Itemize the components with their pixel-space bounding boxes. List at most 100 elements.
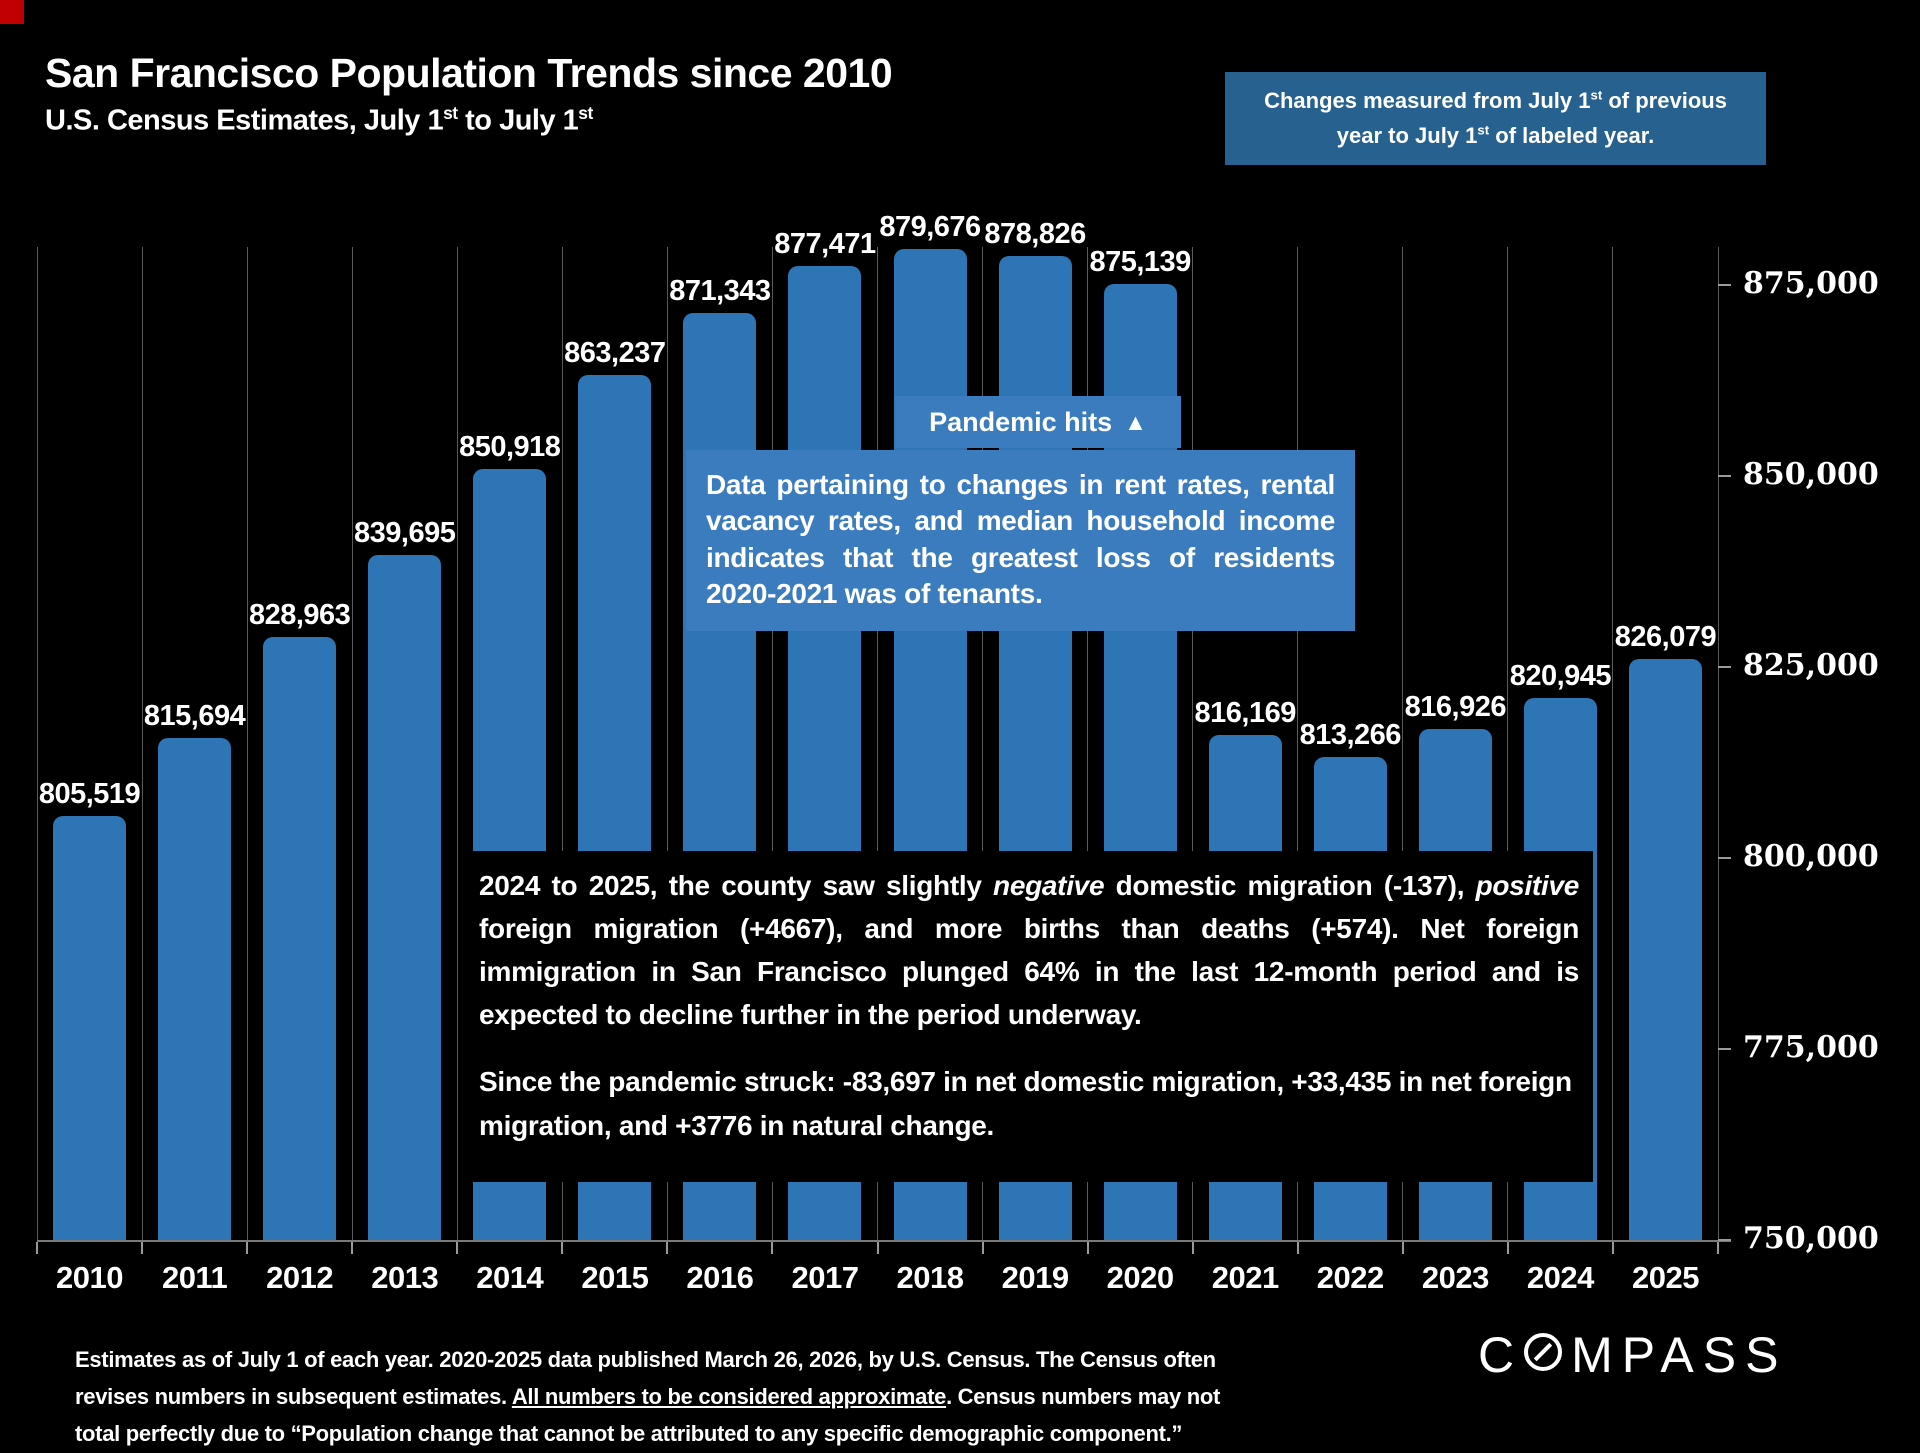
x-axis-label-2018: 2018 [896,1260,964,1295]
migration-info-box: 2024 to 2025, the county saw slightly ne… [471,851,1593,1182]
bar-value-label-2023: 816,926 [1404,691,1507,723]
bar-value-label-2013: 839,695 [354,517,456,549]
gridline [877,247,878,1240]
bar-2012 [263,637,337,1240]
y-axis-tick [1718,1048,1731,1051]
x-axis-tick [141,1242,144,1254]
x-axis-tick [1401,1242,1404,1254]
x-axis-tick [1191,1242,1194,1254]
x-axis-tick [1506,1242,1509,1254]
gridline [1297,247,1299,1240]
x-axis-label-2013: 2013 [371,1260,439,1295]
y-axis-tick [1718,666,1731,669]
y-axis-tick-label: 800,000 [1743,839,1879,875]
x-axis-tick [1296,1242,1299,1254]
pandemic-annotation-label: Pandemic hits [929,406,1113,437]
x-axis-tick [666,1242,669,1254]
y-axis-tick [1718,284,1731,287]
x-axis-line [37,1240,1731,1242]
y-axis-tick [1718,857,1731,860]
bar-value-label-2015: 863,237 [564,337,666,369]
x-axis-tick [456,1242,459,1254]
x-axis-tick [351,1242,354,1254]
bar-value-label-2021: 816,169 [1194,697,1297,729]
y-axis-tick-label: 850,000 [1743,457,1879,493]
x-axis-label-2019: 2019 [1001,1260,1069,1295]
x-axis-label-2021: 2021 [1211,1260,1279,1295]
gridline [666,247,668,1240]
bar-2010 [53,816,127,1240]
bar-value-label-2022: 813,266 [1299,719,1402,751]
gridline [1507,247,1509,1240]
gridline [561,247,563,1240]
gridline [141,247,143,1240]
bar-value-label-2025: 826,079 [1614,621,1717,653]
gridline [1087,247,1089,1240]
x-axis-tick [561,1242,564,1254]
x-axis-label-2015: 2015 [581,1260,649,1295]
bar-value-label-2016: 871,343 [669,275,771,307]
x-axis-label-2016: 2016 [686,1260,754,1295]
gridline [36,247,38,1240]
bar-2011 [158,738,232,1240]
gridline [246,247,248,1240]
footer-underlined-text: All numbers to be considered approximate [511,1383,947,1409]
y-axis-tick-label: 875,000 [1743,266,1879,302]
bar-2025 [1628,659,1702,1240]
page-title: San Francisco Population Trends since 20… [45,50,893,96]
x-axis-tick [876,1242,879,1254]
x-axis-label-2017: 2017 [791,1260,859,1295]
x-axis-tick [36,1242,38,1254]
measurement-note-box: Changes measured from July 1st of previo… [1225,72,1766,165]
gridline [1402,247,1404,1240]
tenant-callout-box: Data pertaining to changes in rent rates… [686,450,1355,631]
record-indicator [0,0,24,24]
footer-note: Estimates as of July 1 of each year. 202… [75,1347,1221,1446]
measurement-note-text: Changes measured from July 1st of previo… [1264,88,1727,148]
gridline [771,247,773,1240]
x-axis-tick [1086,1242,1089,1254]
y-axis-tick-label: 775,000 [1743,1030,1879,1066]
gridline [982,247,984,1240]
x-axis-label-2023: 2023 [1421,1260,1489,1295]
bar-value-label-2024: 820,945 [1509,660,1612,692]
gridline [1612,247,1614,1240]
x-axis-tick [1611,1242,1614,1254]
gridline [456,247,458,1240]
bar-value-label-2017: 877,471 [774,228,876,260]
page-subtitle: U.S. Census Estimates, July 1st to July … [45,103,593,137]
y-axis-tick-label: 750,000 [1743,1221,1879,1256]
bar-value-label-2012: 828,963 [248,599,351,631]
bar-value-label-2010: 805,519 [38,778,141,810]
x-axis-tick [771,1242,774,1254]
gridline [351,247,353,1240]
migration-paragraph-1: 2024 to 2025, the county saw slightly ne… [479,870,1579,1031]
bar-value-label-2011: 815,694 [143,700,246,732]
bar-value-label-2019: 878,826 [984,218,1086,250]
x-axis-label-2010: 2010 [56,1260,124,1295]
bar-2013 [368,555,442,1240]
x-axis-label-2024: 2024 [1526,1260,1594,1295]
gridline [1192,247,1194,1240]
x-axis-label-2011: 2011 [161,1260,228,1295]
x-axis-label-2022: 2022 [1316,1260,1384,1295]
gridline [1717,247,1719,1240]
up-arrow-icon: ▲ [1124,408,1147,435]
y-axis-tick [1718,1239,1731,1241]
x-axis-tick [1717,1242,1719,1254]
x-axis-label-2025: 2025 [1631,1260,1699,1295]
x-axis-label-2020: 2020 [1106,1260,1174,1295]
compass-logo-o-icon [1524,1333,1563,1371]
bar-value-label-2020: 875,139 [1089,246,1191,278]
compass-logo: C MPASS [1478,1327,1788,1383]
x-axis-label-2014: 2014 [476,1260,544,1295]
bar-value-label-2014: 850,918 [459,431,561,463]
y-axis-tick [1718,475,1731,478]
header: San Francisco Population Trends since 20… [45,50,893,138]
x-axis-tick [981,1242,984,1254]
pandemic-annotation: Pandemic hits ▲ [895,396,1181,448]
bar-value-label-2018: 879,676 [879,211,981,243]
x-axis-label-2012: 2012 [266,1260,334,1295]
x-axis-tick [246,1242,249,1254]
